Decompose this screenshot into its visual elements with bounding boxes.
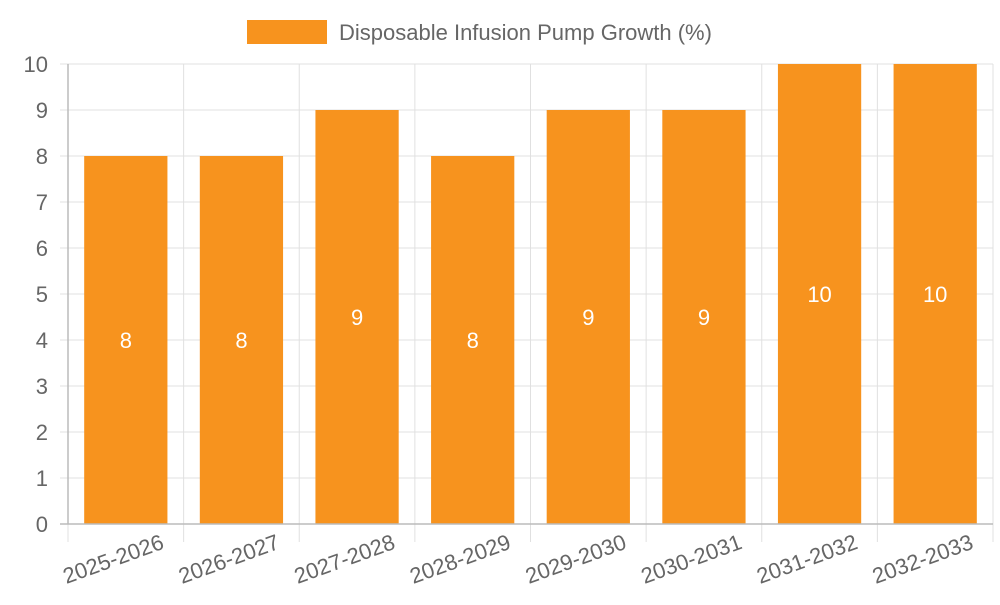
bar-value-label: 8 bbox=[235, 328, 247, 353]
bar bbox=[431, 156, 515, 524]
legend-swatch bbox=[247, 20, 327, 44]
y-tick-label: 2 bbox=[36, 420, 48, 445]
bar-value-label: 9 bbox=[698, 305, 710, 330]
bar-value-label: 9 bbox=[351, 305, 363, 330]
y-tick-label: 7 bbox=[36, 190, 48, 215]
bar bbox=[777, 64, 862, 524]
bar bbox=[546, 110, 630, 524]
x-tick-label: 2026-2027 bbox=[175, 529, 282, 588]
y-tick-label: 10 bbox=[24, 52, 48, 77]
bar bbox=[199, 156, 284, 524]
bar-value-label: 9 bbox=[582, 305, 594, 330]
x-tick-label: 2025-2026 bbox=[60, 529, 167, 588]
bar bbox=[893, 64, 977, 524]
bar-value-label: 10 bbox=[923, 282, 947, 307]
x-tick-label: 2031-2032 bbox=[753, 529, 860, 588]
legend: Disposable Infusion Pump Growth (%) bbox=[247, 20, 712, 45]
x-tick-label: 2027-2028 bbox=[291, 529, 398, 588]
bar-value-label: 8 bbox=[120, 328, 132, 353]
legend-label: Disposable Infusion Pump Growth (%) bbox=[339, 20, 712, 45]
y-tick-label: 9 bbox=[36, 98, 48, 123]
bar bbox=[315, 110, 399, 524]
bar-value-label: 8 bbox=[467, 328, 479, 353]
y-tick-label: 5 bbox=[36, 282, 48, 307]
bars bbox=[84, 64, 977, 524]
y-tick-label: 8 bbox=[36, 144, 48, 169]
y-tick-label: 3 bbox=[36, 374, 48, 399]
x-tick-label: 2028-2029 bbox=[406, 529, 513, 588]
y-tick-label: 4 bbox=[36, 328, 48, 353]
x-tick-label: 2032-2033 bbox=[869, 529, 976, 588]
axes bbox=[60, 64, 993, 525]
bar bbox=[662, 110, 746, 524]
y-tick-label: 1 bbox=[36, 466, 48, 491]
y-tick-label: 6 bbox=[36, 236, 48, 261]
y-tick-label: 0 bbox=[36, 512, 48, 537]
x-tick-label: 2030-2031 bbox=[638, 529, 745, 588]
x-tick-label: 2029-2030 bbox=[522, 529, 629, 588]
bar-value-label: 10 bbox=[807, 282, 831, 307]
bar bbox=[84, 156, 168, 524]
